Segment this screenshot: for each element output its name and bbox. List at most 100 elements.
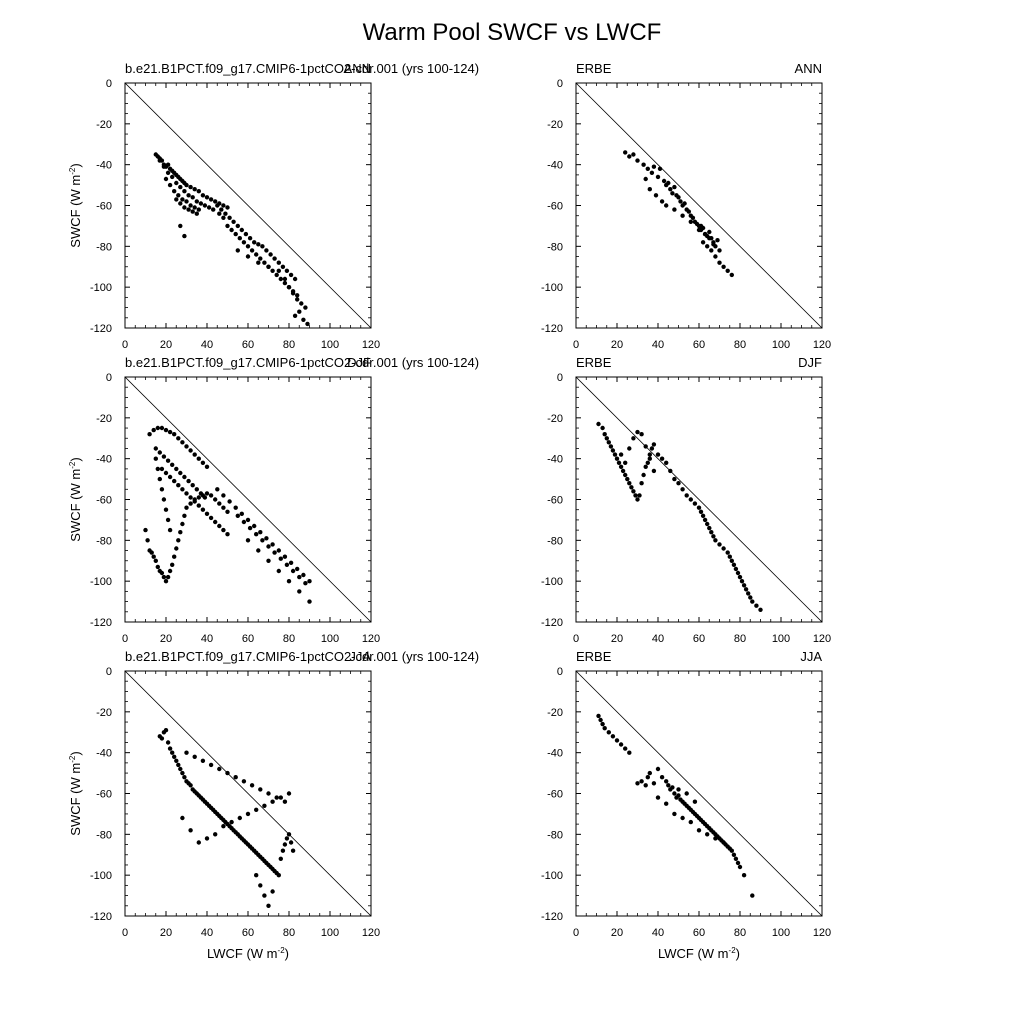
data-point (596, 421, 601, 427)
data-point (676, 787, 681, 792)
data-point (301, 572, 306, 578)
data-point (725, 268, 730, 273)
data-point (192, 499, 197, 504)
y-tick-label: -60 (547, 201, 563, 213)
data-point (670, 785, 675, 790)
data-point (264, 536, 269, 541)
data-point (217, 211, 222, 216)
data-point (190, 209, 195, 214)
y-tick-label: -20 (96, 707, 112, 719)
y-tick-label: 0 (106, 78, 112, 90)
data-point (284, 836, 290, 841)
x-tick-label: 120 (362, 633, 380, 645)
data-point (184, 750, 189, 755)
data-point (167, 429, 173, 435)
panel-source-label: b.e21.B1PCT.f09_g17.CMIP6-1pctCO2-cdr.00… (125, 649, 479, 664)
data-point (721, 840, 726, 845)
data-point (721, 264, 726, 269)
x-tick-label: 0 (573, 927, 579, 939)
data-point (161, 497, 167, 502)
data-point (276, 260, 281, 265)
x-tick-label: 120 (362, 927, 380, 939)
data-point (659, 199, 665, 204)
data-point (709, 248, 714, 253)
data-point (717, 542, 722, 547)
data-point (235, 248, 240, 253)
data-point (247, 525, 253, 531)
x-tick-label: 80 (283, 339, 295, 351)
y-tick-label: -100 (541, 870, 563, 882)
data-point (262, 893, 267, 898)
data-point (262, 803, 267, 808)
data-point (655, 174, 661, 180)
x-tick-label: 120 (813, 339, 831, 351)
data-point (698, 509, 704, 514)
data-point (680, 815, 685, 821)
figure-title: Warm Pool SWCF vs LWCF (363, 19, 662, 46)
data-point (159, 466, 165, 472)
data-point (184, 491, 189, 496)
data-point (618, 742, 624, 747)
data-point (170, 562, 175, 567)
data-point (165, 517, 171, 523)
data-point (598, 717, 603, 723)
data-point (676, 195, 681, 200)
data-point (252, 240, 257, 245)
data-point (290, 291, 296, 296)
data-point (692, 501, 698, 506)
data-point (282, 554, 288, 559)
data-point (256, 548, 261, 553)
data-point (182, 513, 187, 518)
data-point (278, 795, 283, 800)
data-point (172, 754, 177, 759)
x-tick-label: 20 (611, 339, 623, 351)
data-point (163, 507, 169, 512)
data-point (702, 517, 708, 523)
data-point (151, 554, 156, 559)
y-axis-title-text: SWCF (W m (68, 175, 83, 248)
data-point (647, 452, 652, 457)
data-point (239, 227, 244, 233)
data-point (688, 219, 693, 224)
data-point (163, 579, 169, 584)
panel-5: 0 20 40 60 80 100 120 0 -20 -40 -60 -80 -100 -120 b.e2… (68, 649, 479, 961)
data-point (170, 174, 175, 180)
data-point (272, 550, 277, 555)
data-point (163, 728, 169, 733)
data-point (178, 530, 183, 535)
x-axis-title-exponent: -2 (278, 946, 286, 955)
x-tick-label: 100 (321, 633, 339, 645)
data-point (262, 260, 267, 265)
data-point (641, 162, 646, 167)
data-point (180, 815, 185, 821)
data-point (241, 519, 247, 525)
data-point (707, 525, 712, 531)
data-point (206, 205, 212, 210)
data-point (208, 762, 214, 768)
data-point (200, 758, 206, 763)
data-point (641, 472, 646, 478)
data-point (229, 227, 234, 233)
data-point (225, 532, 230, 537)
x-tick-label: 80 (283, 927, 295, 939)
data-point (707, 236, 712, 241)
data-point (264, 248, 269, 253)
data-point (668, 468, 673, 474)
data-point (260, 244, 265, 249)
data-point (651, 164, 657, 169)
data-point (278, 556, 283, 561)
x-tick-label: 100 (772, 927, 790, 939)
data-point (163, 470, 169, 476)
data-point (698, 223, 704, 229)
data-point (286, 832, 292, 837)
data-point (668, 187, 673, 192)
data-point (651, 468, 657, 474)
data-point (221, 505, 226, 510)
data-point (194, 211, 199, 216)
y-tick-label: -120 (541, 617, 563, 629)
y-tick-label: -80 (96, 535, 112, 547)
x-tick-label: 80 (734, 633, 746, 645)
x-tick-label: 20 (160, 339, 172, 351)
data-point (750, 599, 755, 604)
y-tick-label: -100 (541, 576, 563, 588)
